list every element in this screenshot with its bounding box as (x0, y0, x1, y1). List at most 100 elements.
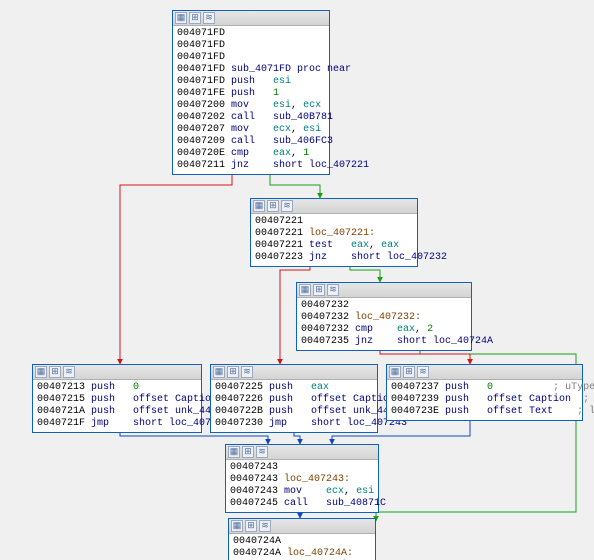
titlebar-icon[interactable]: ⊞ (313, 284, 325, 296)
asm-token-mnem: push (91, 382, 133, 393)
graph-canvas: ▦⊞≋004071FD004071FD004071FD004071FD sub_… (0, 0, 594, 560)
node-body: 00407237 push 0 ; uType00407239 push off… (387, 380, 582, 420)
asm-token-mnem: mov (231, 124, 273, 135)
node-titlebar: ▦⊞≋ (226, 445, 378, 460)
titlebar-icon[interactable]: ⊞ (267, 200, 279, 212)
node-titlebar: ▦⊞≋ (251, 199, 417, 214)
asm-line: 0040721F jmp short loc_407243 (37, 418, 197, 430)
asm-token-addr: 0040720E (177, 148, 231, 159)
asm-line: 0040724A loc_40724A: (233, 548, 371, 560)
asm-token-addr: 00407225 (215, 382, 269, 393)
asm-token-reg: eax (381, 240, 399, 251)
asm-token-mnem: cmp (355, 324, 397, 335)
node-titlebar: ▦⊞≋ (229, 519, 375, 534)
asm-token-addr: 00407243 (230, 474, 284, 485)
asm-token-addr: , (344, 486, 356, 497)
asm-line: 00407213 push 0 (37, 382, 197, 394)
asm-token-num: 2 (427, 324, 433, 335)
asm-line: 00407239 push offset Caption ; lpCaption (391, 394, 578, 406)
asm-line: 00407232 (301, 300, 467, 312)
asm-line: 00407245 call sub_40871C (230, 498, 374, 510)
cfg-node-n6[interactable]: ▦⊞≋0040724300407243 loc_407243:00407243 … (225, 444, 379, 513)
titlebar-icon[interactable]: ⊞ (403, 366, 415, 378)
asm-token-addr: 0040724A (233, 536, 281, 547)
asm-token-addr: 00407211 (177, 160, 231, 171)
asm-token-addr: 00407213 (37, 382, 91, 393)
asm-line: 00407200 mov esi, ecx (177, 100, 325, 112)
asm-token-name: short loc_40724A (397, 336, 493, 347)
asm-line: 00407232 cmp eax, 2 (301, 324, 467, 336)
asm-token-label: loc_40724A: (287, 548, 353, 559)
asm-token-addr: 00407235 (301, 336, 355, 347)
node-titlebar: ▦⊞≋ (297, 283, 471, 298)
asm-line: 00407226 push offset Caption (215, 394, 373, 406)
asm-token-name: short loc_407232 (351, 252, 447, 263)
asm-token-mnem: mov (284, 486, 326, 497)
cfg-node-n4[interactable]: ▦⊞≋ 00407225 push eax00407226 push offset… (210, 364, 378, 433)
asm-token-addr: 00407243 (230, 486, 284, 497)
titlebar-icon[interactable]: ≋ (259, 520, 271, 532)
titlebar-icon[interactable]: ≋ (417, 366, 429, 378)
asm-token-reg: eax (311, 382, 329, 393)
asm-line: 004071FD (177, 52, 325, 64)
titlebar-icon[interactable]: ▦ (35, 366, 47, 378)
titlebar-icon[interactable]: ⊞ (242, 446, 254, 458)
titlebar-icon[interactable]: ▦ (299, 284, 311, 296)
asm-token-addr (493, 382, 553, 393)
asm-token-addr: 00407207 (177, 124, 231, 135)
titlebar-icon[interactable]: ⊞ (49, 366, 61, 378)
asm-line: 00407211 jnz short loc_407221 (177, 160, 325, 172)
asm-token-addr: 00407239 (391, 394, 445, 405)
cfg-edge-false (120, 168, 232, 364)
asm-line: 0040720E cmp eax, 1 (177, 148, 325, 160)
titlebar-icon[interactable]: ≋ (281, 200, 293, 212)
cfg-node-n7[interactable]: ▦⊞≋0040724A0040724A loc_40724A:0040724A … (228, 518, 376, 560)
titlebar-icon[interactable]: ≋ (327, 284, 339, 296)
asm-line: 00407225 push eax (215, 382, 373, 394)
asm-line: 004071FD push esi (177, 76, 325, 88)
titlebar-icon[interactable]: ⊞ (245, 520, 257, 532)
titlebar-icon[interactable]: ≋ (241, 366, 253, 378)
asm-token-addr: 00407215 (37, 394, 91, 405)
titlebar-icon[interactable]: ≋ (203, 12, 215, 24)
asm-token-mnem: push (231, 88, 273, 99)
asm-token-mnem: push (445, 406, 487, 417)
cfg-node-n1[interactable]: ▦⊞≋0040722100407221 loc_407221:00407221 … (250, 198, 418, 267)
asm-token-addr: , (291, 124, 303, 135)
titlebar-icon[interactable]: ⊞ (227, 366, 239, 378)
cfg-node-n5[interactable]: ▦⊞≋ 00407237 push 0 ; uType00407239 push … (386, 364, 583, 421)
asm-line: 00407237 push 0 ; uType (391, 382, 578, 394)
asm-line: 0040721A push offset unk_44BE10 (37, 406, 197, 418)
asm-token-addr: 00407237 (391, 382, 445, 393)
asm-token-name: short loc_407221 (273, 160, 369, 171)
asm-token-addr: 00407232 (301, 312, 355, 323)
titlebar-icon[interactable]: ≋ (256, 446, 268, 458)
titlebar-icon[interactable]: ▦ (389, 366, 401, 378)
asm-line: 00407230 jmp short loc_407243 (215, 418, 373, 430)
titlebar-icon[interactable]: ≋ (63, 366, 75, 378)
cfg-node-n3[interactable]: ▦⊞≋00407213 push 000407215 push offset C… (32, 364, 202, 433)
asm-line: 0040724A (233, 536, 371, 548)
asm-token-reg: esi (273, 100, 291, 111)
asm-line: 004071FD (177, 40, 325, 52)
asm-token-name: sub_4071FD (231, 64, 297, 75)
node-body: 0040724300407243 loc_407243:00407243 mov… (226, 460, 378, 512)
asm-line: 00407235 jnz short loc_40724A (301, 336, 467, 348)
asm-token-mnem: push (445, 394, 487, 405)
asm-token-cmt: ; lpText (577, 406, 594, 417)
asm-token-reg: ecx (273, 124, 291, 135)
asm-token-mnem: push (231, 76, 273, 87)
titlebar-icon[interactable]: ▦ (213, 366, 225, 378)
cfg-node-n2[interactable]: ▦⊞≋0040723200407232 loc_407232:00407232 … (296, 282, 472, 351)
titlebar-icon[interactable]: ▦ (175, 12, 187, 24)
node-titlebar: ▦⊞≋ (211, 365, 377, 380)
node-titlebar: ▦⊞≋ (173, 11, 329, 26)
asm-token-label: loc_407243: (284, 474, 350, 485)
titlebar-icon[interactable]: ⊞ (189, 12, 201, 24)
asm-line: 004071FD (177, 28, 325, 40)
cfg-node-n0[interactable]: ▦⊞≋004071FD004071FD004071FD004071FD sub_… (172, 10, 330, 175)
titlebar-icon[interactable]: ▦ (231, 520, 243, 532)
titlebar-icon[interactable]: ▦ (253, 200, 265, 212)
asm-token-addr (571, 394, 583, 405)
titlebar-icon[interactable]: ▦ (228, 446, 240, 458)
